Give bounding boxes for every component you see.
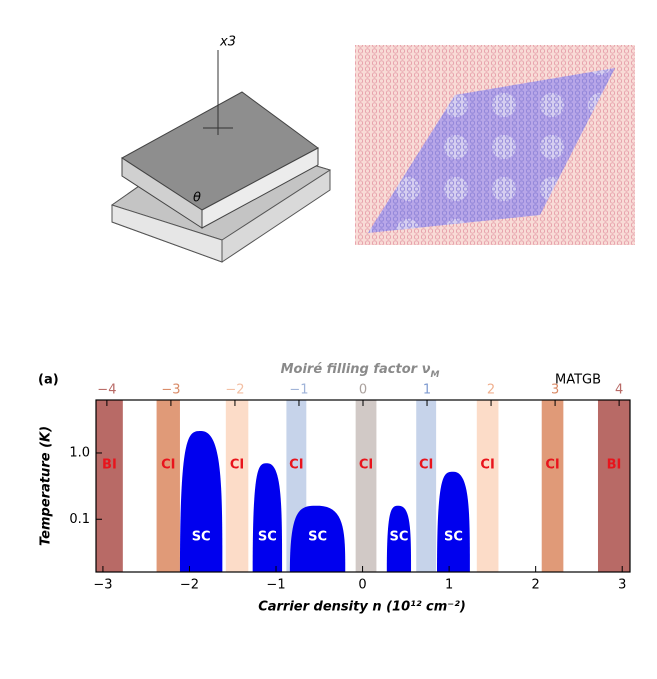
x2-tick-label: −4: [97, 383, 116, 398]
band-label: CI: [230, 458, 244, 473]
band: [355, 400, 377, 572]
x-tick-label: −1: [266, 578, 285, 593]
axis-label: x3: [219, 35, 236, 50]
x2-tick-label: −2: [225, 383, 244, 398]
band: [96, 400, 123, 572]
band: [225, 400, 249, 572]
sc-dome: [289, 505, 346, 572]
band-label: CI: [480, 458, 494, 473]
moire-lattice: [355, 45, 635, 245]
band: [416, 400, 437, 572]
band-label: CI: [289, 458, 303, 473]
sc-dome: [252, 463, 283, 572]
angle-label: θ: [193, 191, 201, 206]
x2-tick-label: 4: [615, 383, 623, 398]
band-label: CI: [419, 458, 433, 473]
sc-dome: [436, 471, 470, 572]
x2-tick-label: 3: [551, 383, 559, 398]
band: [476, 400, 499, 572]
panel-label: (a): [38, 373, 59, 388]
x2-tick-label: 0: [359, 383, 367, 398]
sc-label: SC: [192, 530, 211, 545]
y-tick-label: 1.0: [69, 445, 90, 460]
x-tick-label: 1: [445, 578, 453, 593]
x-tick-label: −3: [93, 578, 112, 593]
sc-label: SC: [389, 530, 408, 545]
top-axis-label-main: Moiré filling factor ν: [281, 362, 431, 377]
x-axis-label: Carrier density n (10¹² cm⁻²): [258, 600, 466, 615]
x2-tick-label: −1: [289, 383, 308, 398]
sc-dome: [179, 430, 223, 572]
band-label: CI: [161, 458, 175, 473]
top-axis-label-sub: M: [430, 370, 439, 380]
band-label: CI: [359, 458, 373, 473]
x2-tick-label: 1: [423, 383, 431, 398]
top-axis-label: Moiré filling factor νM: [281, 362, 440, 380]
x-tick-label: −2: [180, 578, 199, 593]
x-tick-label: 3: [618, 578, 626, 593]
y-tick-label: 0.1: [69, 512, 90, 527]
sc-label: SC: [444, 530, 463, 545]
x-tick-label: 2: [532, 578, 540, 593]
x2-tick-label: 2: [487, 383, 495, 398]
band-label: CI: [545, 458, 559, 473]
x2-tick-label: −3: [161, 383, 180, 398]
corner-label: MATGB: [555, 373, 601, 388]
twisted-slabs: x3 θ: [110, 35, 332, 263]
band: [597, 400, 630, 572]
band: [156, 400, 180, 572]
band: [541, 400, 564, 572]
sc-label: SC: [308, 530, 327, 545]
band-label: BI: [102, 458, 117, 473]
y-axis-label: Temperature (K): [39, 426, 54, 546]
x-tick-label: 0: [358, 578, 366, 593]
band-label: BI: [607, 458, 622, 473]
sc-label: SC: [258, 530, 277, 545]
sc-dome: [386, 505, 412, 572]
